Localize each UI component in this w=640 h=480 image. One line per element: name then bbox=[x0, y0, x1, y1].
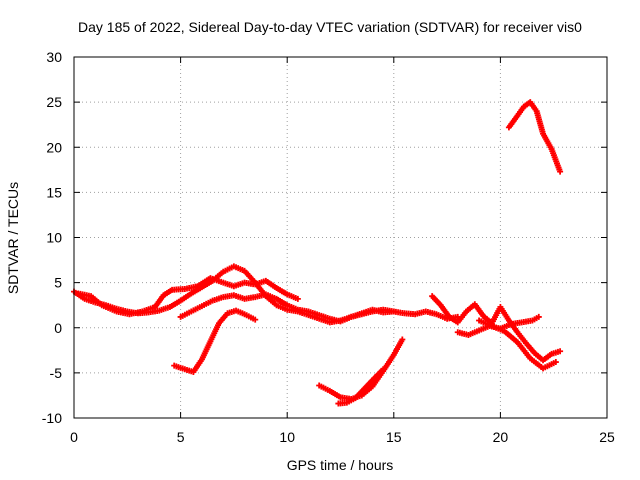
series-track-d bbox=[171, 307, 259, 375]
y-tick-label: 5 bbox=[54, 275, 62, 291]
y-tick-label: 30 bbox=[46, 49, 62, 65]
data-point bbox=[557, 348, 564, 355]
data-point bbox=[252, 316, 259, 323]
grid-layer bbox=[74, 57, 607, 418]
x-tick-label: 20 bbox=[493, 429, 509, 445]
data-point bbox=[399, 336, 406, 343]
x-tick-layer: 0 5 10 15 20 25 bbox=[70, 57, 615, 445]
x-tick-label: 5 bbox=[177, 429, 185, 445]
x-tick-label: 15 bbox=[386, 429, 402, 445]
y-tick-label: -5 bbox=[50, 365, 63, 381]
data-point bbox=[557, 168, 564, 175]
data-point bbox=[294, 295, 301, 302]
series-track-c bbox=[177, 291, 397, 325]
series-track-i bbox=[476, 317, 559, 372]
data-point bbox=[390, 308, 397, 315]
data-point bbox=[552, 359, 559, 366]
y-axis-label: SDTVAR / TECUs bbox=[5, 182, 21, 294]
y-tick-label: 15 bbox=[46, 184, 62, 200]
series-track-j bbox=[505, 99, 564, 175]
series-track-f bbox=[335, 366, 387, 407]
x-tick-label: 10 bbox=[279, 429, 295, 445]
x-tick-label: 25 bbox=[599, 429, 615, 445]
chart-title: Day 185 of 2022, Sidereal Day-to-day VTE… bbox=[78, 19, 582, 35]
y-tick-label: -10 bbox=[42, 410, 62, 426]
y-tick-layer: -10 -5 0 5 10 15 20 25 30 bbox=[42, 49, 607, 426]
y-tick-label: 0 bbox=[54, 320, 62, 336]
data-layer bbox=[71, 99, 564, 407]
y-tick-label: 20 bbox=[46, 139, 62, 155]
series-track-g bbox=[429, 293, 564, 364]
x-axis-label: GPS time / hours bbox=[287, 457, 394, 473]
series-track-b bbox=[75, 275, 301, 318]
x-tick-label: 0 bbox=[70, 429, 78, 445]
data-point bbox=[380, 366, 387, 373]
y-tick-label: 25 bbox=[46, 94, 62, 110]
data-point bbox=[535, 313, 542, 320]
y-tick-label: 10 bbox=[46, 230, 62, 246]
